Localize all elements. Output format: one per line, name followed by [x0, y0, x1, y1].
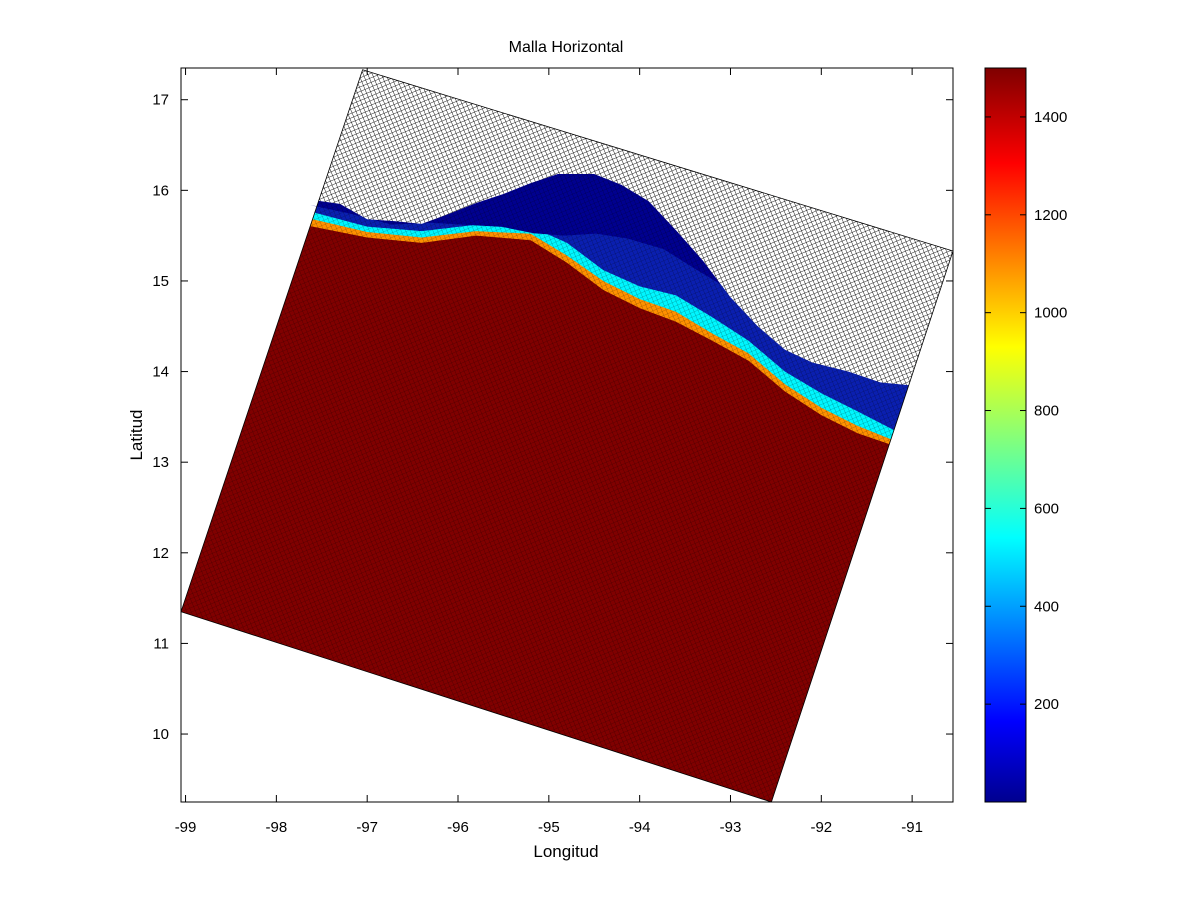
- x-tick-label: -99: [175, 819, 197, 836]
- y-tick-label: 16: [152, 182, 169, 199]
- colorbar: 200 400 600 800 1000 1200 1400: [984, 67, 1067, 803]
- x-axis-ticks: -99 -98 -97 -96 -95 -94 -93 -92 -91: [175, 68, 923, 836]
- x-tick-label: -95: [538, 819, 560, 836]
- colorbar-tick-label: 400: [1034, 598, 1059, 615]
- y-tick-label: 11: [153, 635, 169, 652]
- chart-title: Malla Horizontal: [509, 39, 624, 56]
- colorbar-tick-label: 1200: [1034, 207, 1067, 224]
- y-tick-label: 13: [152, 454, 169, 471]
- grid-mesh-ocean: [181, 69, 953, 802]
- colorbar-gradient: [984, 67, 1027, 803]
- colorbar-tick-label: 600: [1034, 500, 1059, 517]
- x-tick-label: -94: [629, 819, 651, 836]
- x-tick-label: -91: [901, 819, 923, 836]
- x-tick-label: -97: [356, 819, 378, 836]
- x-tick-label: -96: [447, 819, 469, 836]
- y-tick-label: 10: [152, 726, 169, 743]
- plot-area: [181, 69, 953, 802]
- x-tick-label: -98: [266, 819, 288, 836]
- y-tick-label: 15: [152, 273, 169, 290]
- y-tick-label: 12: [152, 545, 169, 562]
- domain-outline: [181, 69, 953, 802]
- y-tick-label: 14: [152, 364, 169, 381]
- grid-mesh-land: [308, 69, 953, 386]
- colorbar-ticks: 200 400 600 800 1000 1200 1400: [985, 109, 1067, 713]
- x-tick-label: -93: [720, 819, 742, 836]
- colorbar-tick-label: 200: [1034, 696, 1059, 713]
- colorbar-tick-label: 800: [1034, 403, 1059, 420]
- colorbar-tick-label: 1000: [1034, 305, 1067, 322]
- y-tick-label: 17: [152, 92, 169, 109]
- axes-frame: [180, 67, 954, 803]
- y-axis-label: Latitud: [127, 409, 146, 460]
- x-tick-label: -92: [810, 819, 832, 836]
- colorbar-tick-label: 1400: [1034, 109, 1067, 126]
- x-axis-label: Longitud: [533, 842, 598, 861]
- y-axis-ticks: 10 11 12 13 14 15 16 17: [152, 92, 953, 743]
